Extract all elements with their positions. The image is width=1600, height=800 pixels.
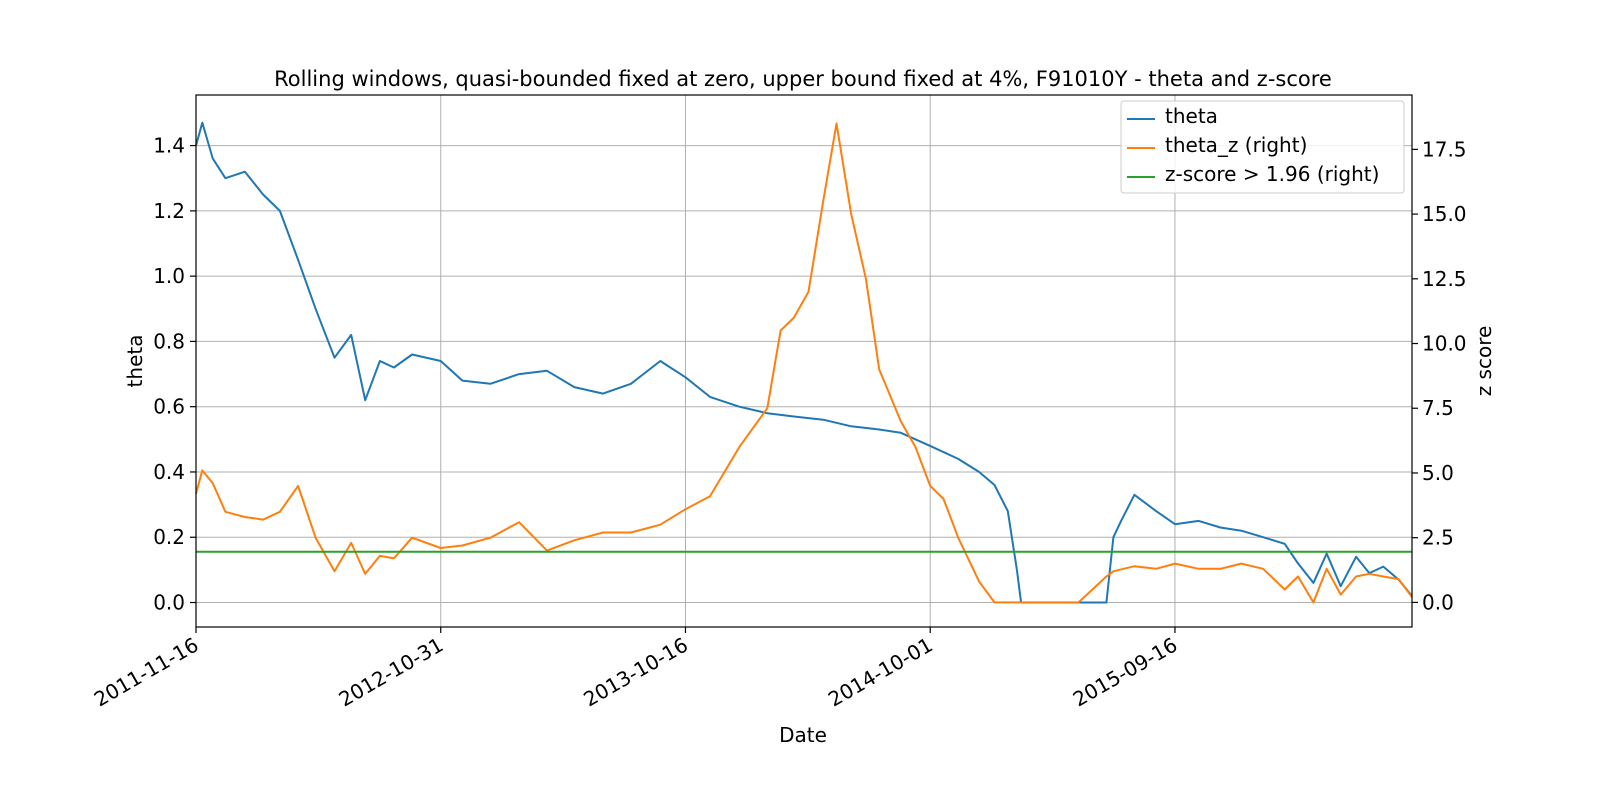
y-axis-label-left: theta bbox=[123, 335, 147, 388]
y-ticks-left: 0.0 0.2 0.4 0.6 0.8 1.0 1.2 1.4 bbox=[153, 134, 196, 615]
y-tick-label-left: 1.2 bbox=[153, 199, 185, 223]
y-tick-label-left: 0.2 bbox=[153, 525, 185, 549]
y-tick-label-left: 0.4 bbox=[153, 460, 185, 484]
x-ticks: 2011-11-16 2012-10-31 2013-10-16 2014-10-01… bbox=[90, 627, 1182, 712]
series-line-1 bbox=[195, 122, 1413, 604]
y-tick-label-right: 0.0 bbox=[1422, 590, 1454, 614]
y-tick-label-left: 0.6 bbox=[153, 395, 185, 419]
grid bbox=[195, 95, 1412, 627]
series-layer bbox=[195, 121, 1413, 604]
legend-entry: theta bbox=[1165, 104, 1218, 128]
y-tick-label-right: 10.0 bbox=[1422, 332, 1467, 356]
plot-frame bbox=[195, 94, 1413, 628]
legend-box bbox=[1120, 100, 1405, 194]
x-tick-label: 2013-10-16 bbox=[579, 633, 692, 712]
y-tick-label-right: 2.5 bbox=[1422, 526, 1454, 550]
y-tick-label-left: 0.0 bbox=[153, 591, 185, 615]
x-tick-label: 2015-09-16 bbox=[1069, 633, 1182, 712]
y-tick-label-right: 15.0 bbox=[1422, 202, 1467, 226]
x-tick-label: 2011-11-16 bbox=[90, 633, 203, 712]
legend-entry: z-score > 1.96 (right) bbox=[1165, 162, 1379, 186]
legend: theta theta_z (right) z-score > 1.96 (righ… bbox=[1120, 100, 1405, 194]
chart-title: Rolling windows, quasi-bounded fixed at … bbox=[274, 67, 1332, 91]
y-tick-label-left: 0.8 bbox=[153, 329, 185, 353]
x-axis-label: Date bbox=[779, 723, 827, 747]
y-tick-label-right: 5.0 bbox=[1422, 461, 1454, 485]
y-tick-label-right: 7.5 bbox=[1422, 396, 1454, 420]
y-ticks-right: 0.0 2.5 5.0 7.5 10.0 12.5 15.0 17.5 bbox=[1412, 137, 1467, 614]
plot-area bbox=[195, 121, 1413, 604]
x-tick-label: 2012-10-31 bbox=[335, 633, 448, 712]
legend-entry: theta_z (right) bbox=[1165, 133, 1307, 157]
series-line-0 bbox=[195, 121, 1413, 604]
y-axis-label-right: z score bbox=[1472, 326, 1496, 397]
y-tick-label-left: 1.4 bbox=[153, 134, 185, 158]
y-tick-label-left: 1.0 bbox=[153, 264, 185, 288]
y-tick-label-right: 12.5 bbox=[1422, 267, 1467, 291]
x-tick-label: 2014-10-01 bbox=[824, 633, 937, 712]
y-tick-label-right: 17.5 bbox=[1422, 137, 1467, 161]
